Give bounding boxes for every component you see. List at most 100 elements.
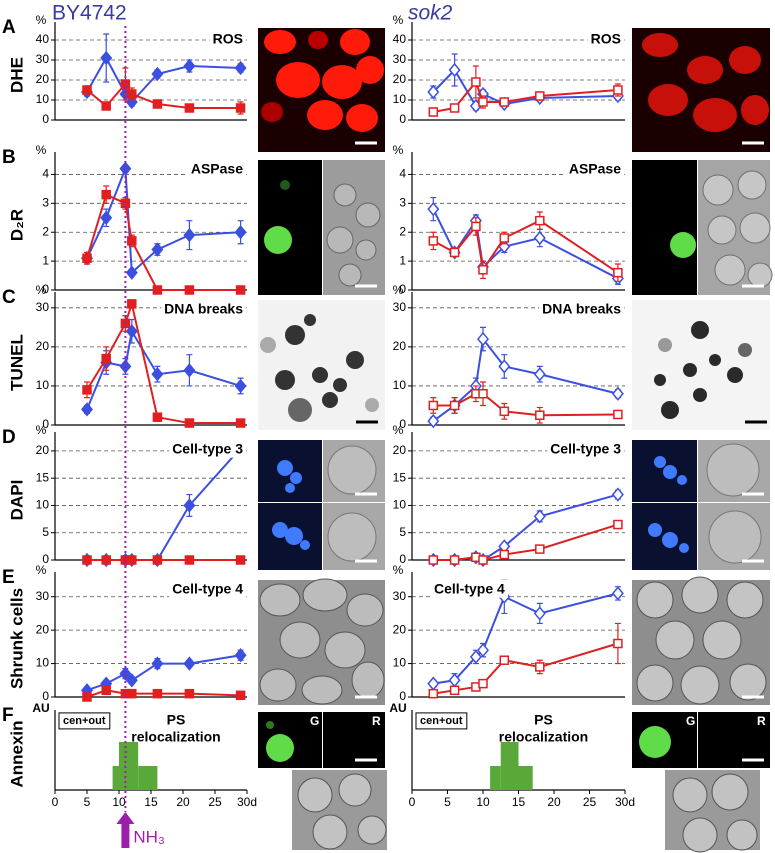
data-point: [428, 400, 439, 411]
y-tick-label: 30: [36, 52, 50, 66]
annotation: ASPase: [569, 161, 621, 177]
annotation: ROS: [213, 31, 243, 47]
y-tick-label: 30: [393, 589, 407, 603]
data-point: [449, 103, 460, 113]
data-point: [183, 656, 196, 671]
annotation: PS: [534, 712, 553, 728]
annotation: PS: [167, 712, 186, 728]
y-tick-label: 0: [42, 282, 49, 296]
data-point: [82, 385, 92, 395]
data-point: [127, 89, 137, 99]
data-point: [613, 409, 623, 420]
label-background: [169, 439, 247, 458]
data-point: [471, 221, 481, 232]
label-background: [187, 159, 247, 178]
treatment-arrow: [116, 812, 135, 848]
annotation: DNA breaks: [542, 301, 621, 317]
y-tick-label: 2: [399, 224, 406, 238]
data-point: [478, 555, 488, 565]
data-point: [533, 230, 546, 246]
data-point: [152, 555, 163, 565]
data-point: [478, 389, 488, 399]
y-tick-label: 0: [42, 417, 49, 431]
data-point: [533, 509, 546, 524]
data-point: [151, 66, 164, 82]
data-point: [427, 413, 440, 429]
y-axis-title: Shrunk cells: [7, 588, 26, 689]
data-point: [101, 101, 111, 111]
data-point: [449, 400, 460, 411]
data-point: [183, 498, 196, 513]
y-tick-label: 40: [36, 32, 50, 46]
x-tick-label: 30d: [615, 795, 635, 809]
y-tick-label: 10: [393, 498, 407, 512]
data-point: [101, 353, 111, 364]
x-tick-label: 30d: [237, 795, 257, 809]
x-tick-label: 5: [444, 795, 451, 809]
annotation: ASPase: [191, 161, 243, 177]
data-point: [119, 666, 132, 681]
panel-letter: E: [2, 567, 15, 588]
data-point: [428, 555, 439, 565]
series-line: [433, 523, 619, 562]
data-point: [611, 586, 624, 601]
y-tick-label: 3: [42, 196, 49, 210]
y-tick-label: 20: [393, 443, 407, 457]
annotation: relocalization: [131, 729, 220, 745]
panel-letter: D: [2, 427, 16, 448]
label-background: [547, 439, 625, 458]
label-background: [161, 299, 247, 318]
data-point: [613, 85, 623, 95]
data-point: [119, 161, 132, 176]
y-tick-label: 3: [399, 196, 406, 210]
histogram-bar: [518, 766, 533, 790]
data-point: [498, 359, 511, 374]
data-point: [100, 50, 113, 66]
data-point: [183, 58, 196, 74]
unit-label: %: [36, 283, 47, 297]
unit-label: %: [393, 143, 404, 157]
data-point: [469, 649, 482, 665]
data-point: [152, 688, 163, 699]
data-point: [477, 643, 489, 658]
annotation: relocalization: [499, 729, 588, 745]
data-point: [184, 285, 195, 295]
data-point: [428, 107, 439, 117]
data-point: [235, 418, 246, 428]
y-tick-label: 10: [393, 92, 407, 106]
data-point: [100, 210, 113, 225]
data-point: [499, 549, 510, 560]
unit-label: %: [393, 563, 404, 577]
x-tick-label: 20: [176, 795, 190, 809]
y-tick-label: 10: [36, 92, 50, 106]
label-background: [431, 579, 509, 598]
x-tick-label: 5: [84, 795, 91, 809]
data-point: [427, 84, 440, 100]
panel-letter: C: [2, 287, 16, 308]
histogram-bar: [119, 742, 139, 790]
data-point: [428, 236, 439, 246]
y-axis-title: D₂R: [7, 209, 26, 241]
unit-label: %: [36, 143, 47, 157]
y-tick-label: 20: [36, 72, 50, 86]
histogram-bar: [112, 766, 119, 790]
data-point: [613, 638, 623, 649]
y-tick-label: 40: [393, 32, 407, 46]
y-tick-label: 0: [42, 552, 49, 566]
annotation: ROS: [591, 31, 621, 47]
data-point: [127, 555, 137, 565]
y-tick-label: 10: [36, 656, 50, 670]
data-point: [183, 227, 196, 243]
data-point: [151, 656, 164, 671]
data-point: [152, 412, 163, 422]
y-tick-label: 20: [393, 622, 407, 636]
data-point: [235, 690, 246, 701]
data-point: [499, 233, 510, 243]
panel-letter: B: [2, 147, 16, 168]
data-point: [535, 662, 545, 672]
strain-header: BY4742: [52, 2, 127, 25]
y-tick-label: 1: [42, 253, 49, 267]
data-point: [499, 97, 510, 107]
data-point: [82, 253, 92, 263]
data-point: [151, 367, 164, 382]
